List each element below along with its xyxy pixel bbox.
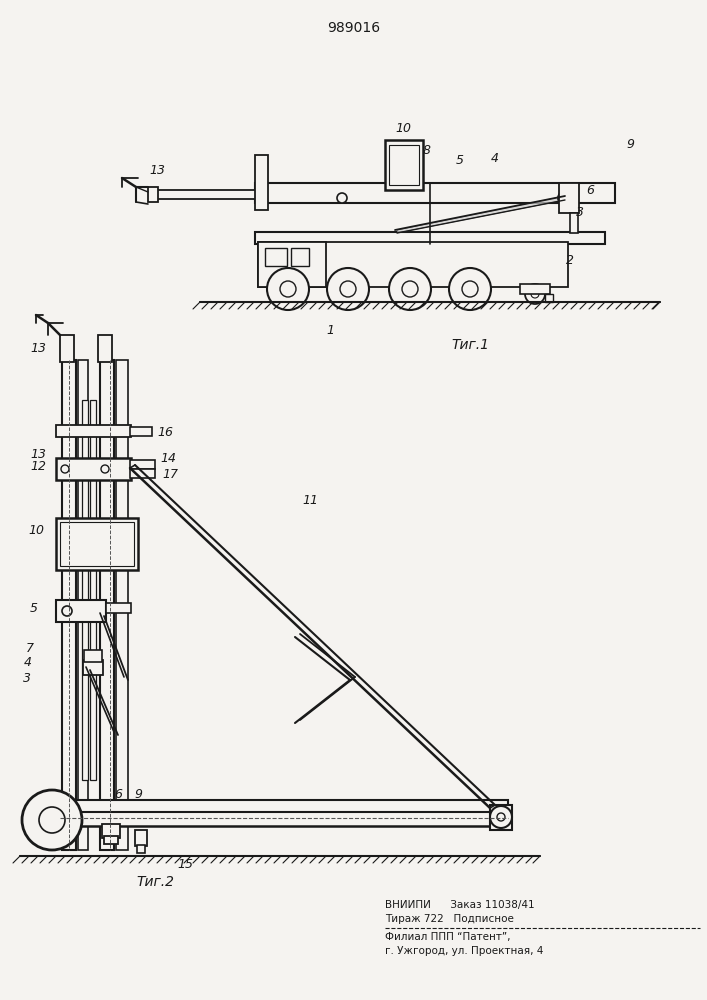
Circle shape	[62, 606, 72, 616]
Bar	[60, 335, 74, 362]
Circle shape	[558, 191, 572, 205]
Bar	[389, 145, 419, 185]
Circle shape	[101, 465, 109, 473]
Circle shape	[490, 806, 512, 828]
Circle shape	[497, 813, 505, 821]
Text: 17: 17	[162, 468, 178, 481]
Text: 16: 16	[157, 426, 173, 440]
Text: 3: 3	[576, 207, 584, 220]
Bar	[56, 458, 131, 480]
Bar	[102, 824, 120, 838]
Bar	[58, 810, 508, 826]
Circle shape	[61, 465, 69, 473]
Bar	[60, 522, 134, 566]
Bar	[78, 360, 88, 850]
Text: 9: 9	[134, 788, 142, 802]
Circle shape	[462, 281, 478, 297]
Circle shape	[449, 268, 491, 310]
Bar	[130, 427, 152, 436]
Bar	[62, 360, 76, 850]
Text: 2: 2	[566, 253, 574, 266]
Text: г. Ужгород, ул. Проектная, 4: г. Ужгород, ул. Проектная, 4	[385, 946, 544, 956]
Text: Τиг.1: Τиг.1	[451, 338, 489, 352]
Bar	[83, 660, 103, 675]
Bar	[90, 400, 96, 780]
Text: ВНИИПИ      Заказ 11038/41: ВНИИПИ Заказ 11038/41	[385, 900, 534, 910]
Bar	[490, 805, 512, 830]
Bar	[100, 360, 114, 850]
Bar	[84, 650, 102, 662]
Bar	[104, 836, 118, 844]
Bar	[135, 830, 147, 846]
Text: 3: 3	[23, 672, 31, 684]
Bar	[106, 603, 131, 613]
Bar	[570, 213, 578, 233]
Circle shape	[340, 281, 356, 297]
Circle shape	[389, 268, 431, 310]
Text: 4: 4	[491, 151, 499, 164]
Circle shape	[62, 527, 72, 537]
Bar	[155, 190, 257, 199]
Circle shape	[337, 193, 347, 203]
Text: 989016: 989016	[327, 21, 380, 35]
Circle shape	[280, 281, 296, 297]
Text: 6: 6	[114, 788, 122, 802]
Text: 12: 12	[30, 460, 46, 474]
Circle shape	[402, 281, 418, 297]
Text: 13: 13	[149, 163, 165, 176]
Bar	[265, 248, 287, 266]
Bar	[58, 800, 508, 812]
Bar	[545, 294, 553, 302]
Circle shape	[525, 284, 545, 304]
Text: 13: 13	[30, 448, 46, 462]
Text: 8: 8	[423, 143, 431, 156]
Text: 14: 14	[160, 452, 176, 464]
Circle shape	[531, 290, 539, 298]
Text: 6: 6	[586, 184, 594, 198]
Bar	[255, 155, 268, 210]
Bar	[56, 518, 138, 570]
Bar	[130, 460, 155, 469]
Bar	[56, 600, 106, 622]
Text: 5: 5	[456, 153, 464, 166]
Polygon shape	[397, 196, 565, 233]
Bar	[98, 335, 112, 362]
Bar	[137, 845, 145, 853]
Bar	[82, 400, 88, 780]
Bar	[291, 248, 309, 266]
Text: 5: 5	[30, 601, 38, 614]
Text: 4: 4	[24, 656, 32, 670]
Bar	[258, 242, 568, 287]
Circle shape	[267, 268, 309, 310]
Circle shape	[22, 790, 82, 850]
Text: 13: 13	[30, 342, 46, 355]
Circle shape	[327, 268, 369, 310]
Text: Τиг.2: Τиг.2	[136, 875, 174, 889]
Text: Тираж 722   Подписное: Тираж 722 Подписное	[385, 914, 514, 924]
Bar	[255, 232, 605, 244]
Text: 10: 10	[28, 524, 44, 536]
Bar	[258, 242, 326, 287]
Bar	[559, 183, 579, 213]
Bar	[520, 284, 550, 294]
Text: 10: 10	[395, 122, 411, 135]
Bar	[255, 183, 615, 203]
Text: 15: 15	[177, 858, 193, 871]
Bar	[56, 425, 131, 437]
Text: 9: 9	[626, 138, 634, 151]
Text: Филиал ППП “Патент”,: Филиал ППП “Патент”,	[385, 932, 510, 942]
Circle shape	[39, 807, 65, 833]
Text: 11: 11	[302, 493, 318, 506]
Bar	[116, 360, 128, 850]
Bar	[148, 187, 158, 202]
Text: 7: 7	[26, 642, 34, 654]
Text: 1: 1	[326, 324, 334, 336]
Bar	[385, 140, 423, 190]
Bar	[130, 469, 155, 478]
